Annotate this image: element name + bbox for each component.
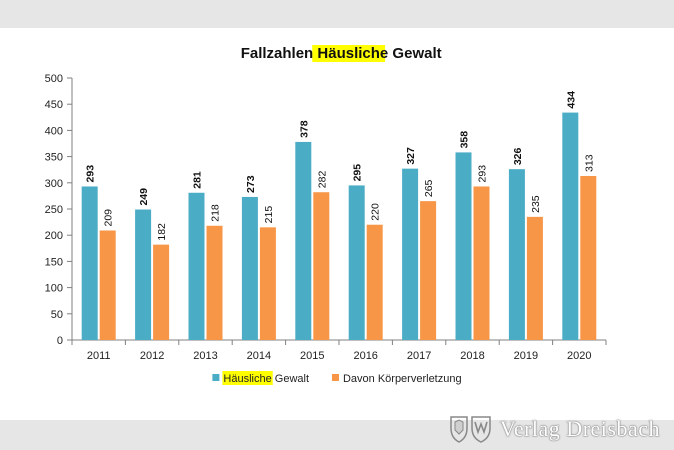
legend-swatch — [212, 374, 220, 381]
bar — [402, 168, 419, 340]
chart-title: Fallzahlen Häusliche Gewalt — [241, 45, 442, 62]
x-tick-label: 2013 — [193, 350, 217, 362]
data-label: 293 — [85, 165, 97, 183]
x-tick-label: 2011 — [87, 350, 111, 362]
title-highlight — [312, 45, 386, 62]
data-label: 293 — [477, 165, 489, 183]
bar — [81, 186, 98, 340]
legend-label: Davon Körperverletzung — [343, 373, 462, 385]
bar — [366, 224, 383, 340]
y-tick-label: 350 — [45, 152, 63, 164]
bar — [455, 152, 472, 340]
y-tick-label: 400 — [45, 125, 63, 137]
legend-swatch — [331, 374, 339, 381]
x-tick-label: 2015 — [300, 350, 324, 362]
chart-title-part: Fallzahlen — [241, 45, 318, 62]
bar — [153, 244, 170, 340]
data-label: 220 — [370, 203, 382, 221]
data-label: 282 — [316, 171, 328, 189]
y-tick-label: 50 — [51, 309, 63, 321]
chart-card: Fallzahlen Häusliche Gewalt 0 50 100 150 200 2… — [0, 28, 674, 420]
y-tick-label: 200 — [45, 230, 63, 242]
x-tick-label: 2019 — [514, 350, 538, 362]
bar-chart: Fallzahlen Häusliche Gewalt 0 50 100 150 200 2… — [45, 45, 607, 385]
data-label: 235 — [530, 195, 542, 213]
x-tick-label: 2020 — [567, 350, 591, 362]
coat-of-arms-icon — [450, 416, 491, 443]
bar — [562, 112, 579, 340]
x-tick-label: 2017 — [407, 350, 431, 362]
data-label: 358 — [459, 131, 471, 149]
legend-label-part: Gewalt — [272, 373, 309, 385]
bar — [135, 209, 152, 340]
data-label: 218 — [210, 204, 222, 222]
watermark: Verlag Dreisbach — [448, 414, 660, 444]
bar — [526, 216, 543, 340]
bar — [508, 169, 525, 340]
legend-highlight — [222, 371, 273, 385]
legend-label-part: Davon Körperverletzung — [343, 373, 462, 385]
chart-title-part: Häusliche — [317, 45, 388, 62]
y-tick-label: 250 — [45, 204, 63, 216]
bar — [188, 192, 205, 340]
bar — [313, 192, 330, 340]
data-label: 182 — [156, 223, 168, 241]
y-tick-label: 300 — [45, 178, 63, 190]
data-label: 313 — [583, 154, 595, 172]
bar — [259, 227, 276, 340]
y-tick-label: 500 — [45, 73, 63, 85]
data-label: 249 — [138, 188, 150, 206]
data-label: 327 — [405, 147, 417, 165]
y-tick-label: 100 — [45, 283, 63, 295]
legend-label-part: Häusliche — [223, 373, 271, 385]
x-tick-label: 2018 — [460, 350, 484, 362]
data-label: 281 — [192, 171, 204, 189]
data-label: 273 — [245, 175, 257, 193]
bar — [580, 175, 597, 340]
data-label: 209 — [103, 209, 115, 227]
bar — [206, 225, 223, 340]
bar — [420, 201, 437, 340]
y-tick-label: 0 — [57, 335, 63, 347]
bar — [473, 186, 490, 340]
data-label: 265 — [423, 179, 435, 197]
data-label: 326 — [512, 147, 524, 165]
bar — [241, 196, 258, 340]
data-label: 378 — [298, 120, 310, 138]
x-tick-label: 2014 — [247, 350, 271, 362]
bar — [295, 141, 312, 340]
y-tick-label: 450 — [45, 99, 63, 111]
chart-title-part: Gewalt — [388, 45, 441, 62]
data-label: 295 — [352, 164, 364, 182]
data-label: 434 — [565, 91, 577, 109]
x-tick-label: 2016 — [353, 350, 377, 362]
bar — [348, 185, 365, 340]
legend-label: Häusliche Gewalt — [223, 373, 309, 385]
y-tick-label: 150 — [45, 256, 63, 268]
x-tick-label: 2012 — [140, 350, 164, 362]
watermark-text: Verlag Dreisbach — [499, 416, 660, 441]
bar — [99, 230, 116, 340]
data-label: 215 — [263, 206, 275, 224]
